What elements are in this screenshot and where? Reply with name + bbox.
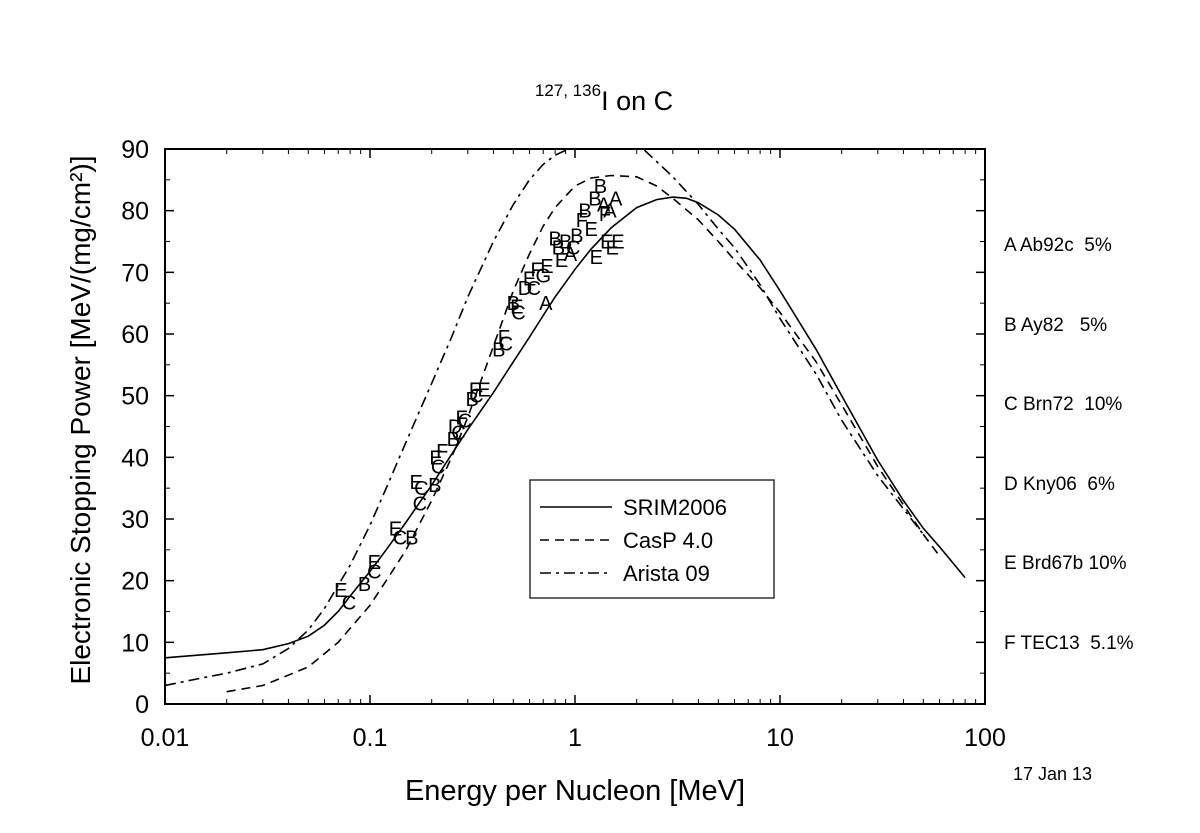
data-point-e: E bbox=[540, 256, 553, 278]
legend-label-0: SRIM2006 bbox=[623, 495, 727, 520]
y-tick-label-9: 90 bbox=[121, 136, 149, 164]
reference-item-c: C Brn72 10% bbox=[1004, 394, 1123, 415]
data-point-b: B bbox=[358, 574, 371, 596]
data-point-b: B bbox=[465, 389, 478, 411]
data-point-a: A bbox=[564, 244, 578, 266]
data-point-e: E bbox=[585, 219, 598, 241]
data-point-d: D bbox=[518, 278, 532, 300]
y-tick-label-4: 40 bbox=[121, 444, 149, 472]
y-axis-label: Electronic Stopping Power [MeV/(mg/cm²)] bbox=[65, 155, 96, 684]
data-point-b: B bbox=[428, 475, 441, 497]
data-point-f: F bbox=[436, 441, 448, 463]
reference-item-a: A Ab92c 5% bbox=[1004, 235, 1112, 256]
x-tick-label-0: 0.01 bbox=[141, 724, 190, 752]
y-tick-label-2: 20 bbox=[121, 568, 149, 596]
data-point-e: E bbox=[389, 518, 402, 540]
reference-item-d: D Kny06 6% bbox=[1004, 473, 1115, 495]
legend-label-1: CasP 4.0 bbox=[623, 528, 713, 553]
reference-item-f: F TEC13 5.1% bbox=[1004, 632, 1134, 654]
data-point-e: E bbox=[368, 552, 381, 574]
data-point-f: F bbox=[599, 204, 611, 226]
reference-item-e: E Brd67b 10% bbox=[1004, 553, 1127, 574]
data-point-c: C bbox=[566, 238, 580, 260]
data-point-e: E bbox=[477, 380, 490, 402]
data-point-c: C bbox=[511, 302, 525, 324]
data-point-e: E bbox=[611, 232, 624, 254]
data-point-c: C bbox=[393, 528, 407, 550]
y-tick-label-7: 70 bbox=[121, 259, 149, 287]
x-tick-label-3: 10 bbox=[766, 724, 794, 752]
x-tick-label-2: 1 bbox=[568, 724, 582, 752]
data-point-b: B bbox=[492, 339, 505, 361]
data-point-b: B bbox=[588, 188, 601, 210]
data-point-e: E bbox=[410, 472, 423, 494]
data-point-c: C bbox=[451, 423, 465, 445]
data-point-b: B bbox=[594, 176, 607, 198]
data-point-b: B bbox=[507, 293, 520, 315]
legend: SRIM2006 CasP 4.0 Arista 09 bbox=[529, 479, 775, 599]
x-tick-label-1: 0.1 bbox=[353, 724, 388, 752]
data-point-b: B bbox=[552, 238, 565, 260]
reference-item-b: B Ay82 5% bbox=[1004, 314, 1108, 336]
y-tick-label-5: 50 bbox=[121, 383, 149, 411]
data-point-f: F bbox=[469, 380, 481, 402]
data-point-e: E bbox=[590, 247, 603, 269]
date-stamp: 17 Jan 13 bbox=[1013, 764, 1093, 784]
data-point-e: E bbox=[429, 447, 442, 469]
axes: 0.01 0.1 1 10 100 0 10 20 30 40 50 60 70 80 90 bbox=[121, 136, 1006, 752]
chart-title-superscript: 127, 136 bbox=[535, 81, 601, 100]
data-point-c: C bbox=[413, 494, 427, 516]
x-tick-label-4: 100 bbox=[964, 724, 1006, 752]
series-line-arista-09 bbox=[165, 149, 924, 687]
data-point-b: B bbox=[548, 228, 561, 250]
data-points: ECBECECBECCBCEFBDCFCBFCEBFCBECDECFGAEBBE… bbox=[334, 176, 625, 614]
data-point-c: C bbox=[527, 278, 541, 300]
y-tick-label-1: 10 bbox=[121, 629, 149, 657]
data-point-f: F bbox=[498, 327, 510, 349]
data-point-e: E bbox=[555, 250, 568, 272]
chart-title-main: I on C bbox=[601, 86, 673, 116]
data-point-c: C bbox=[414, 478, 428, 500]
chart-title: 127, 136I on C bbox=[535, 81, 673, 116]
reference-legend: A Ab92c 5% B Ay82 5% C Brn72 10% D Kny06… bbox=[1004, 180, 1134, 710]
data-point-f: F bbox=[531, 259, 543, 281]
y-tick-label-6: 60 bbox=[121, 321, 149, 349]
data-point-a: A bbox=[539, 293, 553, 315]
data-point-c: C bbox=[458, 410, 472, 432]
data-point-a: A bbox=[597, 195, 611, 217]
data-point-e: E bbox=[523, 269, 536, 291]
data-point-b: B bbox=[570, 225, 583, 247]
curves bbox=[165, 149, 966, 693]
data-point-c: C bbox=[367, 561, 381, 583]
legend-box bbox=[529, 479, 775, 599]
data-point-f: F bbox=[576, 210, 588, 232]
data-point-b: B bbox=[405, 528, 418, 550]
series-line-srim2006 bbox=[165, 196, 966, 659]
data-point-c: C bbox=[469, 386, 483, 408]
series-line-casp-4-0 bbox=[226, 174, 941, 693]
data-point-c: C bbox=[431, 457, 445, 479]
data-point-c: C bbox=[499, 333, 513, 355]
data-point-a: A bbox=[609, 188, 623, 210]
data-point-e: E bbox=[600, 232, 613, 254]
x-axis-label: Energy per Nucleon [MeV] bbox=[405, 775, 745, 807]
data-point-f: F bbox=[456, 407, 468, 429]
y-tick-label-3: 30 bbox=[121, 506, 149, 534]
data-point-e: E bbox=[334, 580, 347, 602]
y-tick-label-8: 80 bbox=[121, 198, 149, 226]
data-point-d: D bbox=[448, 417, 462, 439]
legend-label-2: Arista 09 bbox=[623, 561, 710, 586]
data-point-b: B bbox=[559, 232, 572, 254]
data-point-b: B bbox=[578, 201, 591, 223]
data-point-b: B bbox=[447, 429, 460, 451]
data-point-c: C bbox=[342, 592, 356, 614]
data-point-g: G bbox=[535, 265, 551, 287]
data-point-e: E bbox=[606, 238, 619, 260]
y-tick-label-0: 0 bbox=[135, 691, 149, 719]
data-point-a: A bbox=[603, 201, 617, 223]
data-point-e: E bbox=[510, 296, 523, 318]
